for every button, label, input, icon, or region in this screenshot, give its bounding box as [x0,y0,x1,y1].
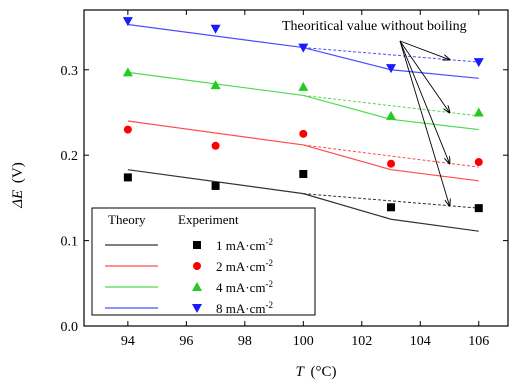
y-tick-label: 0.3 [61,64,79,79]
theory-line [127,169,479,232]
legend-label-superscript: -2 [265,237,273,247]
legend-label-main: 1 mA·cm [216,238,265,253]
legend: Theory Experiment 1 mA·cm-22 mA·cm-24 mA… [91,207,316,316]
experiment-point [123,173,132,182]
legend-experiment-marker [192,282,202,291]
series-2 [123,120,483,182]
experiment-point [122,17,133,27]
experiment-point [473,58,484,68]
experiment-point [386,64,397,74]
legend-label-superscript: -2 [265,279,273,289]
legend-items: 1 mA·cm-22 mA·cm-24 mA·cm-28 mA·cm-2 [105,237,273,316]
plot-frame [83,9,509,327]
x-axis-label: T (°C) [295,364,336,380]
experiment-point [211,141,220,150]
legend-experiment-marker [193,241,201,249]
experiment-point [474,158,483,167]
x-tick-label: 104 [410,334,431,349]
x-tick-label: 94 [121,334,135,349]
legend-label: 8 mA·cm-2 [216,300,273,316]
y-tick-label: 0.1 [61,235,79,250]
legend-label-main: 4 mA·cm [216,280,265,295]
annotation-arrows [399,40,450,206]
y-axis-label-variable: ΔE [10,190,26,209]
legend-label: 4 mA·cm-2 [216,279,273,295]
legend-label-main: 2 mA·cm [216,259,265,274]
experiment-point [298,81,309,91]
experiment-point [210,24,221,34]
legend-experiment-marker [192,304,202,313]
annotation-arrow [399,40,450,206]
experiment-point [299,169,308,178]
legend-header-experiment: Experiment [178,212,239,227]
experiment-point [123,125,132,134]
annotation-arrow [399,40,450,112]
annotation-arrow [399,40,450,163]
x-tick-label: 98 [238,334,252,349]
experiment-point [299,129,308,138]
legend-label-superscript: -2 [265,300,273,310]
legend-label-superscript: -2 [265,258,273,268]
experiment-point [298,43,309,53]
y-tick-label: 0.2 [61,149,79,164]
experiment-point [473,107,484,117]
legend-label: 2 mA·cm-2 [216,258,273,274]
x-axis-label-unit: (°C) [311,364,337,380]
experiment-point [474,204,483,213]
experiment-point [387,159,396,168]
x-tick-label: 102 [351,334,372,349]
experiment-point [122,67,133,77]
experiment-point [210,80,221,90]
legend-label: 1 mA·cm-2 [216,237,273,253]
axis-ticks: 94 96 98 100 102 104 106 0.0 0.1 0.2 0.3 [61,10,508,349]
x-axis-label-variable: T [295,364,305,380]
experiment-point [387,203,396,212]
y-axis-label-unit: (V) [10,162,26,183]
annotation-text: Theoritical value without boiling [282,19,467,34]
experiment-point [211,181,220,190]
experiment-point [386,110,397,120]
legend-experiment-marker [193,262,201,270]
theory-line [127,23,479,79]
y-axis-label: ΔE (V) [10,162,26,209]
annotation-arrow [399,40,450,60]
theory-line [127,120,479,182]
y-tick-label: 0.0 [61,320,79,335]
legend-label-main: 8 mA·cm [216,301,265,316]
x-tick-label: 100 [293,334,314,349]
x-tick-label: 96 [179,334,193,349]
legend-box [91,207,316,316]
x-tick-label: 106 [468,334,489,349]
legend-header-theory: Theory [108,212,146,227]
